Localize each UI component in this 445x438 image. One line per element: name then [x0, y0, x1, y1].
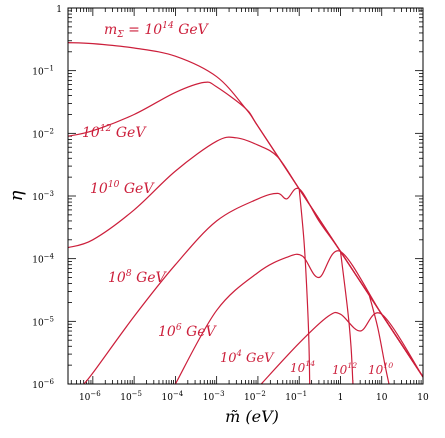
curve-annotation-5: 106 GeV	[158, 323, 218, 340]
x-tick-label: 10−4	[161, 390, 183, 403]
curve-annotation-9: 1010	[368, 361, 393, 377]
curve-annotation-1: mΣ = 1014 GeV	[104, 21, 210, 40]
x-tick-label: 10−3	[203, 390, 225, 403]
series-line-6	[260, 311, 424, 385]
y-tick-label: 10−2	[32, 127, 54, 140]
x-tick-label: 10−5	[120, 390, 142, 403]
x-tick-label: 10−1	[285, 390, 307, 403]
x-tick-label: 10	[417, 393, 429, 403]
series-line-9	[368, 295, 390, 385]
curve-annotation-3: 1010 GeV	[90, 180, 155, 197]
series-line-8	[339, 251, 354, 385]
plot-frame	[67, 7, 424, 385]
curve-annotation-6: 104 GeV	[220, 348, 275, 366]
series-line-4	[83, 187, 424, 385]
x-tick-label: 10−6	[79, 390, 101, 403]
y-tick-label: 1	[56, 5, 62, 15]
y-tick-label: 10−3	[32, 190, 54, 203]
series-layer	[67, 42, 424, 385]
x-tick-label: 10	[376, 393, 388, 403]
x-axis-title: m̃ (eV)	[225, 407, 279, 426]
x-tick-label: 1	[338, 393, 344, 403]
series-line-5	[174, 250, 424, 385]
y-axis-title: η	[6, 190, 27, 201]
curve-annotation-8: 1012	[332, 361, 357, 377]
y-tick-label: 10−4	[32, 253, 54, 266]
curve-annotation-2: 1012 GeV	[82, 124, 147, 141]
y-tick-label: 10−1	[32, 65, 54, 78]
curve-annotation-7: 1014	[290, 359, 315, 375]
curve-annotation-4: 108 GeV	[108, 269, 168, 286]
axis-ticks	[68, 7, 424, 385]
y-tick-label: 10−5	[32, 315, 54, 328]
y-tick-label: 10−6	[32, 378, 54, 391]
tick-labels: 10−6 10−5 10−4 10−3 10−2 10−1 1 10 10110−110−210…	[32, 5, 429, 403]
series-line-7	[298, 188, 311, 385]
series-line-3	[67, 136, 424, 378]
annotation-layer: mΣ = 1014 GeV 1012 GeV 1010 GeV 108 GeV 106 …	[82, 21, 393, 377]
x-tick-label: 10−2	[244, 390, 266, 403]
series-line-1	[67, 42, 424, 378]
